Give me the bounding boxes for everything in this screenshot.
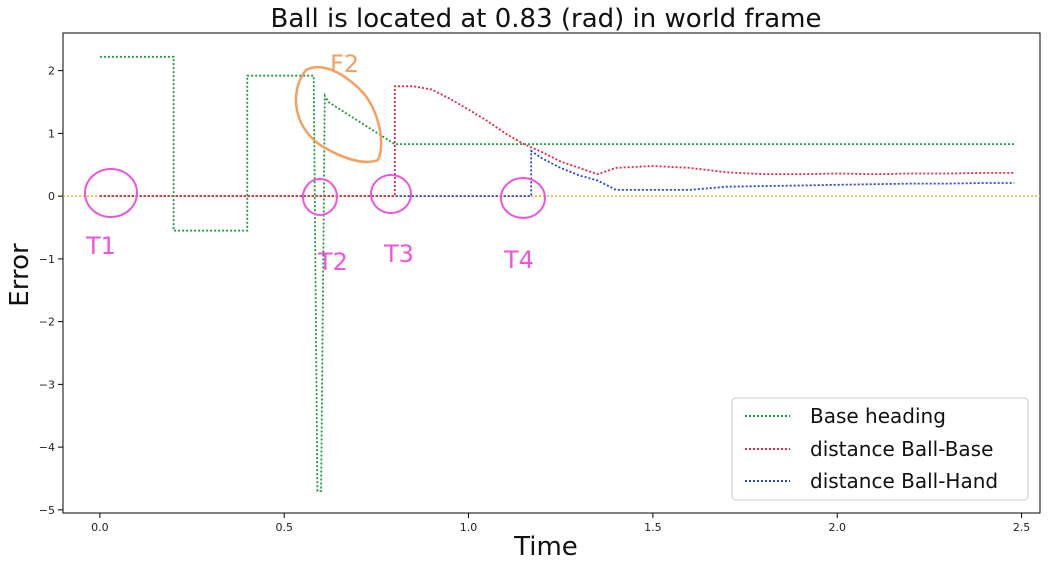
legend-entry-base-heading: Base heading xyxy=(745,404,946,428)
t4-label: T4 xyxy=(503,246,534,274)
legend-label-base-heading: Base heading xyxy=(810,404,946,428)
y-tick-label: −4 xyxy=(39,441,55,454)
t3-label: T3 xyxy=(383,240,414,268)
x-axis-ticks: 0.0 0.5 1.0 1.5 2.0 2.5 xyxy=(91,513,1030,534)
legend-entry-ball-base: distance Ball-Base xyxy=(745,437,993,461)
series-layer xyxy=(99,55,1015,492)
t2-circle xyxy=(302,178,338,216)
y-tick-label: −2 xyxy=(39,316,55,329)
t1-label: T1 xyxy=(85,232,116,260)
legend-label-ball-base: distance Ball-Base xyxy=(810,437,993,461)
t1-circle xyxy=(84,168,138,218)
y-tick-label: −1 xyxy=(39,253,55,266)
chart-title: Ball is located at 0.83 (rad) in world f… xyxy=(271,4,822,34)
y-tick-label: 1 xyxy=(48,127,55,140)
y-axis-label: Error xyxy=(5,243,35,307)
t3-circle xyxy=(370,174,412,214)
series-line-base-heading xyxy=(99,55,1015,492)
t4-circle xyxy=(500,177,546,219)
y-tick-label: −5 xyxy=(39,504,55,517)
legend-box xyxy=(731,397,1029,501)
x-tick-label: 0.0 xyxy=(91,521,109,534)
plot-frame xyxy=(62,32,1041,514)
t2-label: T2 xyxy=(317,248,348,276)
x-tick-label: 2.5 xyxy=(1013,521,1031,534)
y-tick-label: 2 xyxy=(48,65,55,78)
y-tick-label: 0 xyxy=(48,190,55,203)
f2-label: F2 xyxy=(330,50,359,78)
x-tick-label: 1.5 xyxy=(644,521,662,534)
legend-label-ball-hand: distance Ball-Hand xyxy=(810,469,998,493)
x-tick-label: 0.5 xyxy=(275,521,293,534)
x-axis-label: Time xyxy=(513,532,578,562)
series-line-distance-ball-base xyxy=(99,85,1015,198)
x-tick-label: 2.0 xyxy=(828,521,846,534)
y-axis-ticks: −5 −4 −3 −2 −1 0 1 2 xyxy=(39,65,63,517)
x-tick-label: 1.0 xyxy=(460,521,478,534)
legend-entry-ball-hand: distance Ball-Hand xyxy=(745,469,998,493)
legend: Base heading distance Ball-Base distance… xyxy=(731,397,1029,501)
plot-area-border xyxy=(62,32,1041,514)
series-line-distance-ball-hand xyxy=(99,149,1015,198)
f2-loop xyxy=(294,65,383,164)
annotations: T1 T2 T3 T4 F2 xyxy=(84,50,546,276)
y-tick-label: −3 xyxy=(39,378,55,391)
